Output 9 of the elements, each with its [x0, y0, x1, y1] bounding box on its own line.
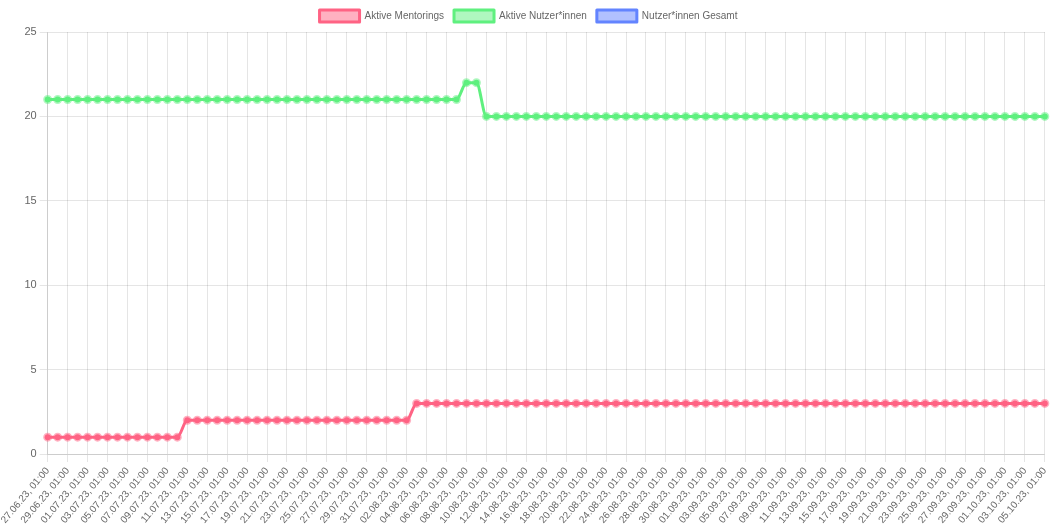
legend-label: Aktive Nutzer*innen — [499, 9, 587, 21]
legend-label: Aktive Mentorings — [364, 9, 445, 21]
y-tick-label: 0 — [30, 447, 37, 460]
y-tick-label: 15 — [24, 193, 37, 206]
y-tick-label: 20 — [24, 109, 37, 122]
y-tick-label: 10 — [24, 278, 37, 291]
legend-label: Nutzer*innen Gesamt — [641, 9, 738, 21]
y-tick-label: 5 — [30, 362, 37, 375]
y-tick-label: 25 — [24, 25, 37, 38]
